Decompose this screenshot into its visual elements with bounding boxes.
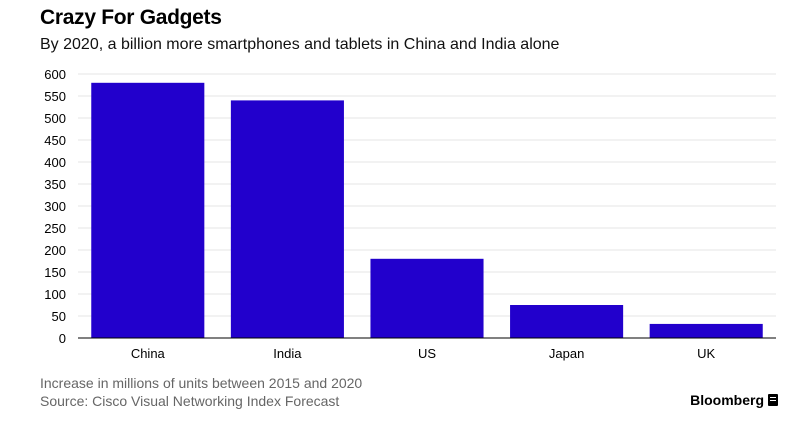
- bar-uk: [649, 323, 763, 338]
- y-tick-label-0: 0: [59, 331, 66, 346]
- bloomberg-terminal-icon: [768, 394, 778, 406]
- bar-us: [370, 258, 484, 338]
- bar-japan: [510, 305, 624, 338]
- bloomberg-logo: Bloomberg: [690, 392, 778, 408]
- y-tick-label-350: 350: [44, 177, 66, 192]
- y-tick-label-550: 550: [44, 89, 66, 104]
- x-tick-label-india: India: [273, 346, 302, 361]
- y-tick-label-100: 100: [44, 287, 66, 302]
- chart-subtitle: By 2020, a billion more smartphones and …: [40, 36, 560, 53]
- x-tick-label-japan: Japan: [549, 346, 584, 361]
- bar-chart: 0 50 100 150 200 250 300 350 400 450 500 550 600 Chin…: [44, 67, 776, 361]
- bar-china: [91, 82, 205, 338]
- x-tick-label-china: China: [131, 346, 166, 361]
- source-note: Source: Cisco Visual Networking Index Fo…: [40, 393, 340, 409]
- y-tick-label-300: 300: [44, 199, 66, 214]
- y-tick-label-400: 400: [44, 155, 66, 170]
- y-tick-label-150: 150: [44, 265, 66, 280]
- y-tick-label-450: 450: [44, 133, 66, 148]
- y-tick-label-500: 500: [44, 111, 66, 126]
- brand-name: Bloomberg: [690, 392, 764, 408]
- units-note: Increase in millions of units between 20…: [40, 375, 363, 391]
- footnote: Increase in millions of units between 20…: [40, 374, 362, 410]
- chart-title: Crazy For Gadgets: [40, 6, 222, 29]
- y-tick-label-50: 50: [52, 309, 66, 324]
- y-tick-label-200: 200: [44, 243, 66, 258]
- y-tick-label-600: 600: [44, 67, 66, 82]
- y-tick-label-250: 250: [44, 221, 66, 236]
- x-tick-label-uk: UK: [697, 346, 715, 361]
- bar-india: [230, 100, 344, 339]
- x-tick-label-us: US: [418, 346, 436, 361]
